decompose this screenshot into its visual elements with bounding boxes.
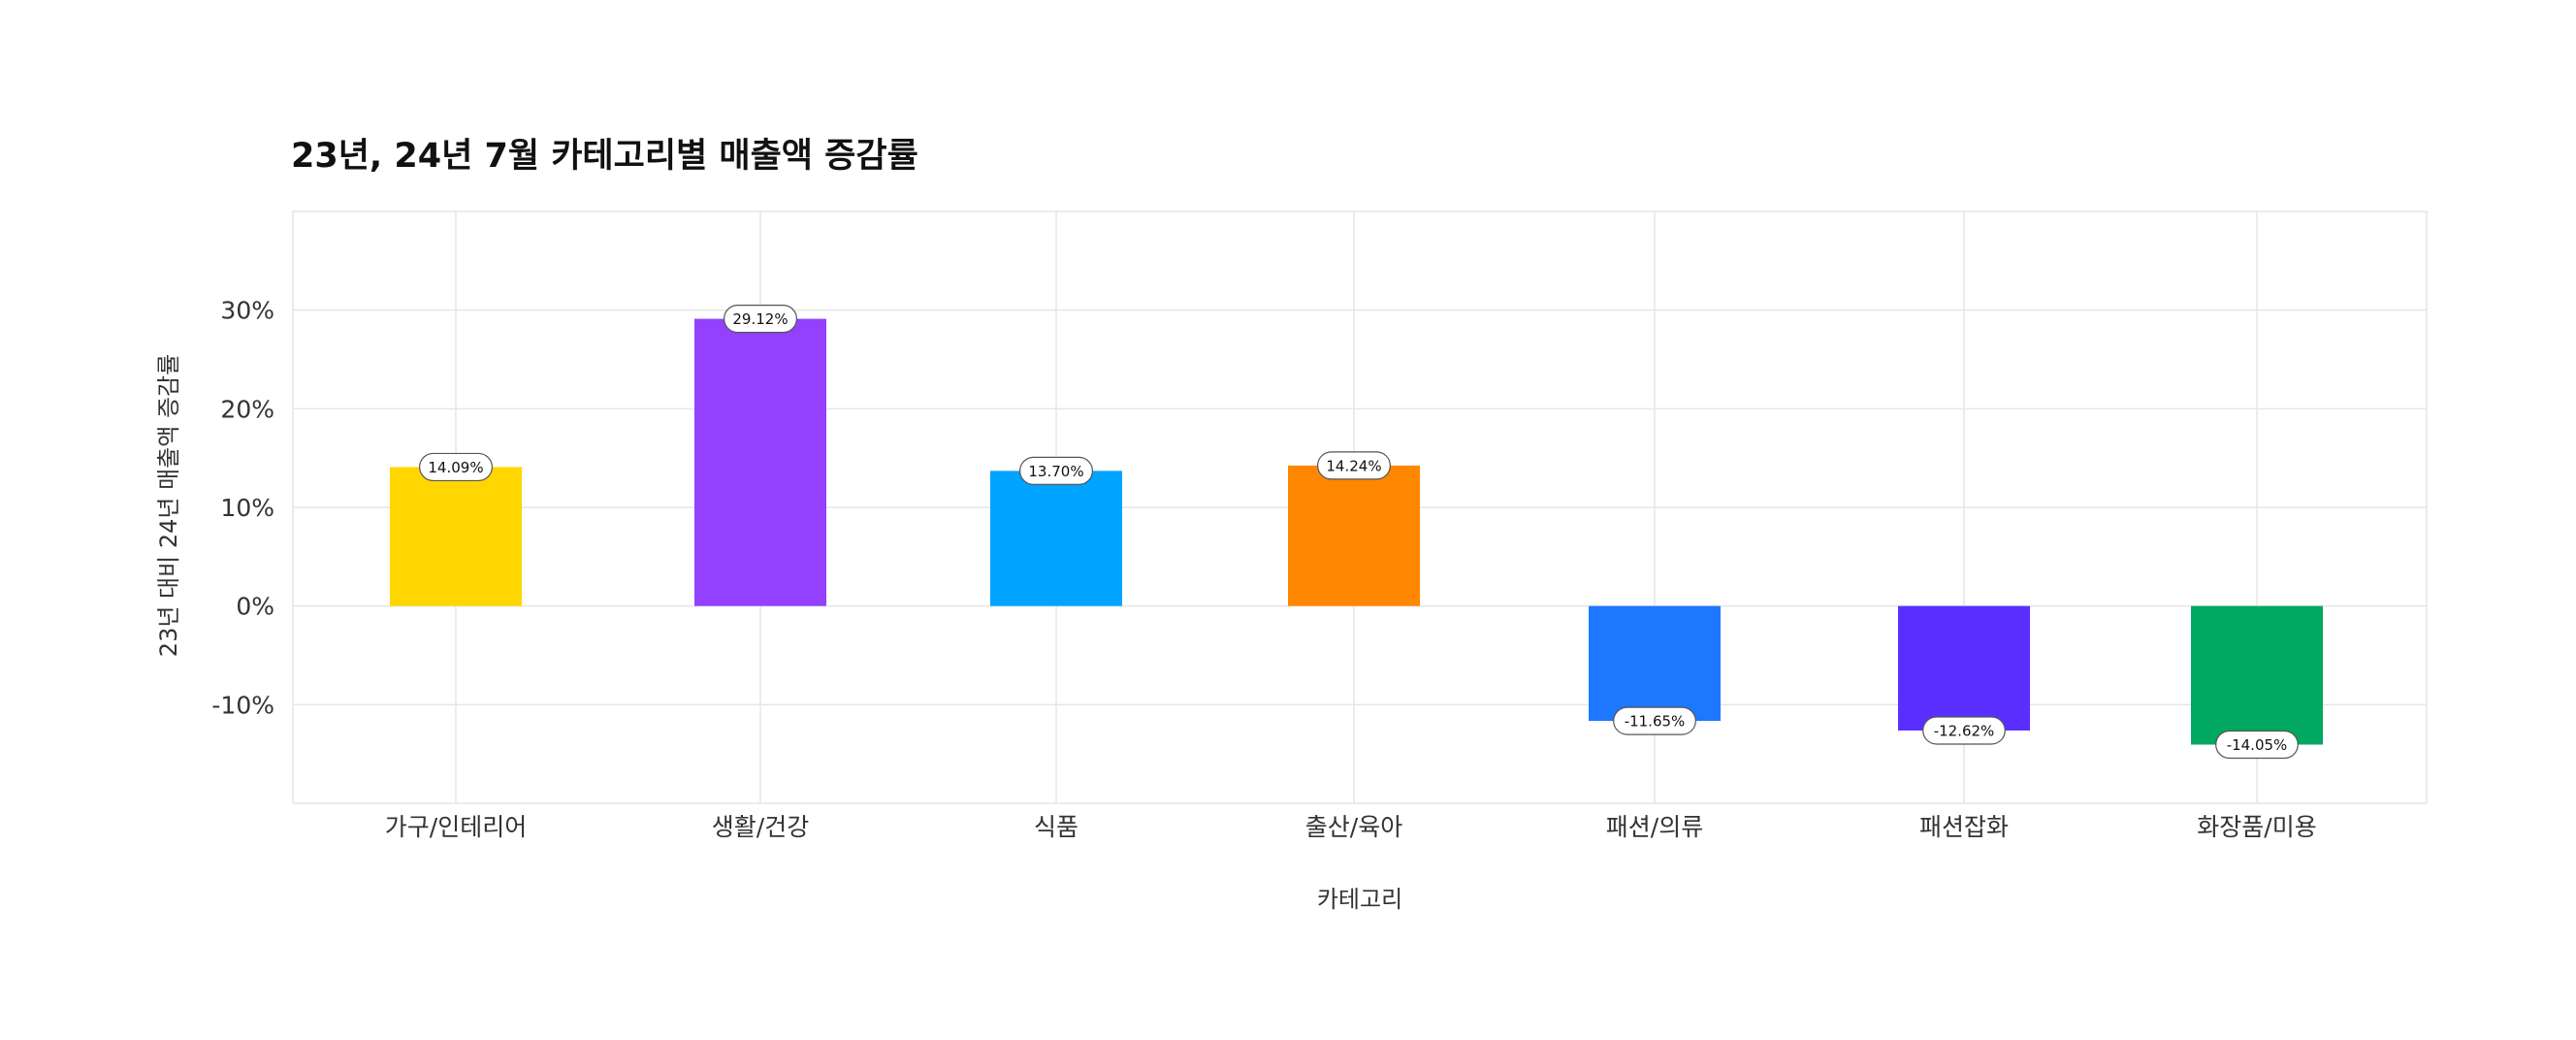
y-tick-label: 10% — [220, 494, 274, 522]
bars — [390, 318, 2323, 745]
x-tick-label: 생활/건강 — [712, 813, 809, 841]
data-label-text: 29.12% — [732, 310, 788, 328]
bar — [1589, 605, 1721, 722]
data-label: 14.24% — [1316, 451, 1391, 480]
data-label-text: -12.62% — [1934, 722, 1995, 739]
data-labels: 14.09% 29.12% 13.70% 14.24% -11.65% -12.62% -1… — [419, 305, 2299, 760]
bar — [1898, 605, 2030, 731]
x-axis-ticks: 가구/인테리어 생활/건강 식품 출산/육아 패션/의류 패션잡화 화장품/미용 — [385, 813, 2317, 841]
data-label-text: -11.65% — [1625, 713, 1686, 731]
data-label-pill — [1613, 706, 1696, 735]
data-label-text: 14.24% — [1326, 457, 1381, 474]
data-label-text: 14.09% — [428, 459, 483, 476]
bar — [390, 467, 522, 606]
plot-area-frame — [292, 211, 2428, 804]
data-label-pill — [1922, 716, 2006, 745]
y-axis-ticks: 30% 20% 10% 0% -10% — [211, 297, 274, 720]
y-tick-label: 0% — [236, 593, 274, 621]
chart-title: 23년, 24년 7월 카테고리별 매출액 증감률 — [291, 137, 918, 176]
x-axis-title: 카테고리 — [1317, 886, 1402, 913]
data-label-pill — [1316, 451, 1391, 480]
data-label: -12.62% — [1922, 716, 2006, 745]
y-axis-title: 23년 대비 24년 매출액 증감률 — [155, 354, 182, 657]
data-label: -14.05% — [2215, 730, 2299, 760]
bar — [2191, 605, 2323, 745]
y-tick-label: -10% — [211, 691, 274, 719]
data-label-pill — [1018, 456, 1093, 485]
data-label-pill — [723, 305, 797, 334]
y-tick-label: 20% — [220, 395, 274, 423]
data-label-pill — [419, 452, 494, 482]
x-tick-label: 식품 — [1034, 813, 1079, 841]
y-tick-label: 30% — [220, 297, 274, 325]
data-label: 29.12% — [723, 305, 797, 334]
data-label: 13.70% — [1018, 456, 1093, 485]
data-label: 14.09% — [419, 452, 494, 482]
x-tick-label: 패션잡화 — [1919, 813, 2009, 841]
bar — [990, 471, 1122, 606]
data-label-text: -14.05% — [2227, 736, 2288, 754]
data-label-pill — [2215, 730, 2299, 760]
bar — [694, 318, 826, 606]
x-tick-label: 가구/인테리어 — [385, 813, 527, 841]
data-label-text: 13.70% — [1028, 463, 1083, 480]
x-tick-label: 출산/육아 — [1305, 813, 1402, 841]
bar — [1288, 465, 1420, 606]
data-label: -11.65% — [1613, 706, 1696, 735]
x-tick-label: 화장품/미용 — [2197, 813, 2316, 841]
x-tick-label: 패션/의류 — [1606, 813, 1703, 841]
